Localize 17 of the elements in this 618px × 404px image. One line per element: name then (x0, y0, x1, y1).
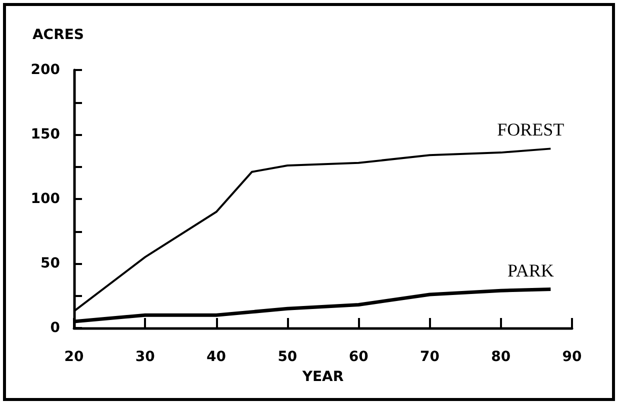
y-axis-title: ACRES (32, 27, 84, 43)
x-tick-label: 60 (348, 349, 369, 365)
x-tick-label: 40 (206, 349, 226, 365)
x-tick-label: 30 (135, 349, 156, 365)
x-tick-label: 90 (562, 349, 582, 365)
x-tick-label: 70 (420, 349, 440, 365)
y-tick-label: 0 (50, 320, 60, 336)
series-label: FOREST (497, 120, 564, 140)
x-axis-title: YEAR (301, 369, 344, 385)
y-tick-label: 200 (30, 62, 60, 78)
x-tick-label: 20 (64, 349, 84, 365)
y-tick-label: 150 (30, 126, 60, 142)
x-tick-label: 80 (491, 349, 511, 365)
series-label: PARK (507, 260, 554, 280)
x-tick-label: 50 (278, 349, 298, 365)
y-tick-label: 50 (40, 256, 60, 272)
y-tick-label: 100 (30, 191, 60, 207)
